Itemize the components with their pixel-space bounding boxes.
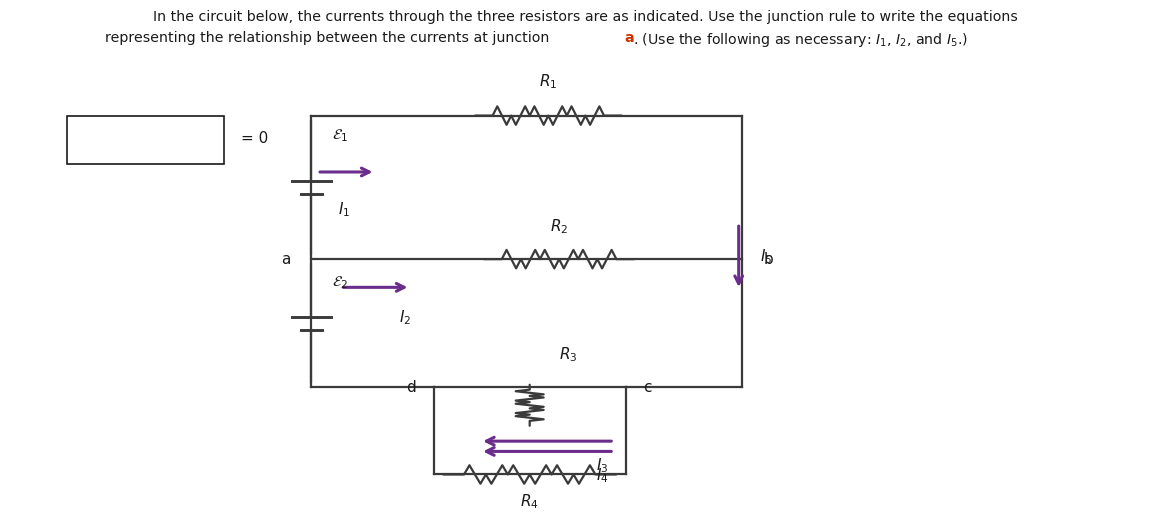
Text: c: c — [644, 380, 652, 395]
Text: = 0: = 0 — [241, 131, 269, 146]
Text: a: a — [281, 252, 290, 267]
Text: a: a — [625, 31, 634, 45]
Bar — [67, 116, 223, 165]
Text: $I_4$: $I_4$ — [596, 467, 608, 485]
Text: $\mathcal{E}_1$: $\mathcal{E}_1$ — [332, 127, 349, 144]
Text: $\mathcal{E}_2$: $\mathcal{E}_2$ — [332, 275, 349, 291]
Text: $R_2$: $R_2$ — [550, 217, 569, 236]
Text: $R_1$: $R_1$ — [539, 72, 557, 91]
Text: d: d — [406, 380, 417, 395]
Text: representing the relationship between the currents at junction: representing the relationship between th… — [105, 31, 555, 45]
Text: $I_1$: $I_1$ — [338, 200, 350, 219]
Text: $I_3$: $I_3$ — [596, 457, 608, 475]
Text: In the circuit below, the currents through the three resistors are as indicated.: In the circuit below, the currents throu… — [152, 10, 1018, 24]
Text: . (Use the following as necessary: $I_1$, $I_2$, and $I_5$.): . (Use the following as necessary: $I_1$… — [633, 31, 968, 49]
Text: $I_2$: $I_2$ — [399, 308, 411, 326]
Text: $I_5$: $I_5$ — [759, 247, 772, 266]
Text: $R_4$: $R_4$ — [521, 493, 539, 511]
Text: b: b — [763, 252, 773, 267]
Text: $R_3$: $R_3$ — [559, 346, 577, 364]
